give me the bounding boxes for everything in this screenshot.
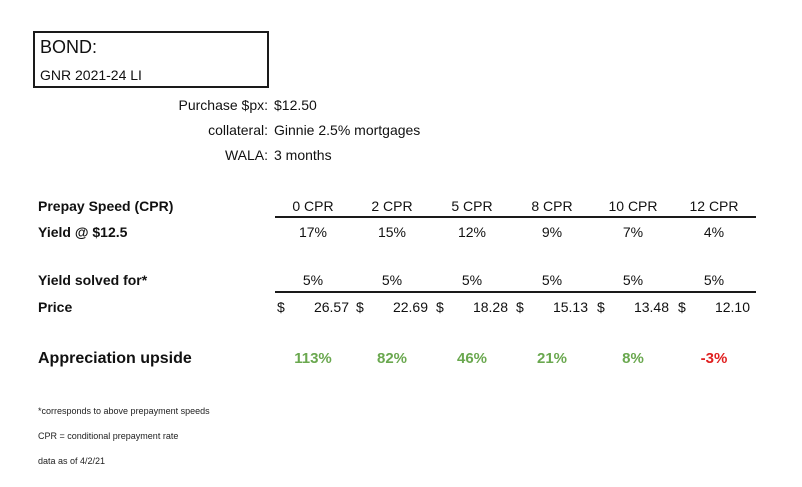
currency-symbol: $ xyxy=(356,299,364,315)
currency-symbol: $ xyxy=(277,299,285,315)
cpr-header-cell-5: 12 CPR xyxy=(689,198,739,214)
price-value: 13.48 xyxy=(633,299,669,315)
price-value: 15.13 xyxy=(552,299,588,315)
cpr-header-cell-3: 8 CPR xyxy=(531,198,573,214)
header-rule xyxy=(275,216,756,218)
yield-cell-2: 12% xyxy=(457,224,487,240)
price-label: Price xyxy=(38,299,73,315)
yield-label: Yield @ $12.5 xyxy=(38,224,128,240)
yield-solved-cell-0: 5% xyxy=(302,272,324,288)
currency-symbol: $ xyxy=(516,299,524,315)
yield-solved-label: Yield solved for* xyxy=(38,272,148,288)
yield-cell-1: 15% xyxy=(377,224,407,240)
yield-solved-cell-3: 5% xyxy=(541,272,563,288)
wala-label: WALA: xyxy=(224,147,268,163)
appreciation-cell-2: 46% xyxy=(456,350,488,367)
price-value: 18.28 xyxy=(472,299,508,315)
price-value: 22.69 xyxy=(392,299,428,315)
currency-symbol: $ xyxy=(678,299,686,315)
yield-solved-cell-2: 5% xyxy=(461,272,483,288)
yield-solved-cell-1: 5% xyxy=(381,272,403,288)
wala-value: 3 months xyxy=(274,147,332,163)
cpr-header-cell-0: 0 CPR xyxy=(292,198,334,214)
collateral-value: Ginnie 2.5% mortgages xyxy=(274,122,421,138)
price-rule xyxy=(275,291,756,293)
appreciation-cell-1: 82% xyxy=(376,350,408,367)
yield-cell-3: 9% xyxy=(541,224,563,240)
appreciation-cell-5: -3% xyxy=(700,350,728,367)
footnote-prepayment: *corresponds to above prepayment speeds xyxy=(38,406,210,416)
collateral-label: collateral: xyxy=(208,122,268,138)
yield-solved-cell-4: 5% xyxy=(622,272,644,288)
yield-cell-0: 17% xyxy=(298,224,328,240)
appreciation-cell-3: 21% xyxy=(536,350,568,367)
footnote-date: data as of 4/2/21 xyxy=(38,456,106,466)
bond-name: GNR 2021-24 LI xyxy=(40,67,142,83)
price-value: 12.10 xyxy=(714,299,750,315)
yield-solved-cell-5: 5% xyxy=(703,272,725,288)
cpr-header-cell-2: 5 CPR xyxy=(451,198,493,214)
appreciation-cell-4: 8% xyxy=(622,350,644,367)
footnote-cpr: CPR = conditional prepayment rate xyxy=(38,431,179,441)
appreciation-cell-0: 113% xyxy=(294,350,332,367)
price-value: 26.57 xyxy=(313,299,349,315)
yield-cell-5: 4% xyxy=(703,224,725,240)
yield-cell-4: 7% xyxy=(622,224,644,240)
currency-symbol: $ xyxy=(436,299,444,315)
cpr-header-cell-4: 10 CPR xyxy=(608,198,658,214)
bond-title: BOND: xyxy=(40,37,98,57)
cpr-header-cell-1: 2 CPR xyxy=(371,198,413,214)
appreciation-upside-label: Appreciation upside xyxy=(38,350,192,367)
prepay-speed-label: Prepay Speed (CPR) xyxy=(38,198,174,214)
purchase-price-value: $12.50 xyxy=(274,97,317,113)
currency-symbol: $ xyxy=(597,299,605,315)
purchase-price-label: Purchase $px: xyxy=(178,97,269,113)
bond-box: BOND: GNR 2021-24 LI xyxy=(33,31,269,88)
